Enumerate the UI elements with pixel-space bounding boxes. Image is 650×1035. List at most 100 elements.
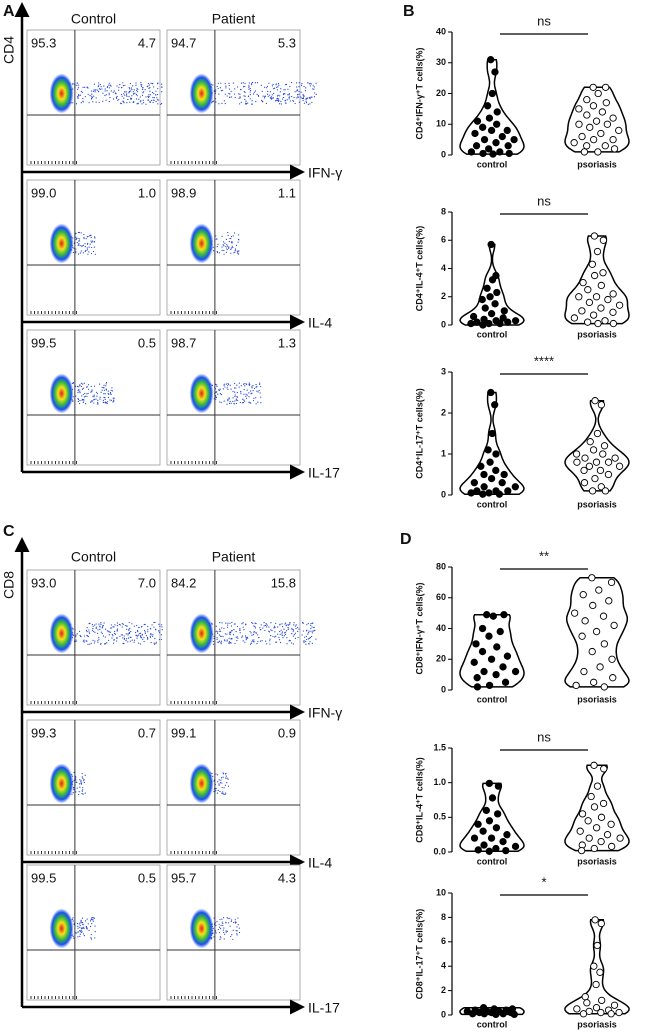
event-dot [229,633,231,635]
event-dot [253,625,255,627]
event-dot [252,93,255,95]
event-dot [246,637,249,639]
x-tick-label: psoriasis [577,329,617,339]
event-dot [160,634,163,636]
event-dot [72,102,74,104]
data-point [485,489,493,497]
data-point [470,834,479,842]
event-dot [302,94,304,96]
event-dot [259,627,261,629]
event-dot [95,627,97,629]
event-dot [262,95,264,97]
event-dot [154,621,156,624]
event-dot [303,95,305,97]
event-dot [143,640,145,643]
event-dot [251,103,253,105]
event-dot [138,626,140,629]
event-dot [144,631,146,633]
quadrant-value: 5.3 [278,35,296,50]
event-dot [229,642,232,644]
event-dot [133,625,135,627]
event-dot [235,921,237,923]
event-dot [77,237,79,239]
data-point [599,450,607,458]
event-dot [137,634,140,636]
event-dot [142,99,144,101]
event-dot [307,633,309,635]
event-dot [86,386,88,388]
event-dot [87,87,89,89]
event-dot [80,90,83,92]
event-dot [286,637,288,639]
event-dot [132,91,134,93]
event-dot [76,787,78,789]
event-dot [298,86,300,88]
event-dot [225,792,227,794]
event-dot [91,389,93,391]
data-point [499,837,507,846]
data-point [487,388,495,397]
data-point [590,803,599,811]
event-dot [72,920,74,922]
event-dot [292,643,295,645]
event-dot [251,641,253,643]
event-dot [89,643,91,645]
event-dot [228,922,230,924]
event-dot [224,933,226,935]
event-dot [137,88,139,91]
data-point [591,916,599,924]
data-point [485,114,494,122]
event-dot [293,624,295,626]
event-dot [230,247,232,249]
event-dot [90,642,92,644]
event-dot [217,243,219,245]
event-dot [120,93,123,96]
data-point [578,132,586,141]
event-dot [216,920,218,923]
event-dot [279,633,281,635]
data-point [607,820,615,828]
event-dot [306,624,308,626]
x-tick-label: control [477,499,508,509]
event-dot [136,95,138,97]
event-dot [279,95,281,97]
event-dot [82,789,84,791]
event-dot [256,390,258,392]
event-dot [229,237,231,240]
event-dot [229,93,231,95]
data-point [599,236,608,244]
event-dot [248,382,250,384]
y-tick-label: 0.0 [433,846,446,856]
event-dot [223,787,225,789]
data-point [500,307,508,315]
event-dot [283,93,285,95]
event-dot [126,95,128,97]
event-dot [288,93,290,95]
y-tick-label: 8 [441,206,446,216]
event-dot [276,95,279,97]
event-dot [259,392,261,394]
event-dot [90,236,92,238]
event-dot [222,776,224,778]
event-dot [95,101,97,103]
event-dot [84,243,86,245]
event-dot [101,389,103,391]
event-dot [158,638,161,641]
event-dot [244,385,246,387]
event-dot [245,636,247,639]
x-tick-label: control [477,1019,508,1029]
event-dot [253,387,256,390]
event-dot [240,393,242,395]
event-dot [108,94,110,96]
event-dot [147,638,149,640]
event-dot [134,92,136,94]
event-dot [85,238,87,240]
event-dot [252,389,254,392]
event-dot [79,931,81,933]
event-dot [225,930,227,932]
event-dot [260,629,262,631]
event-dot [232,397,234,399]
data-point [601,317,609,325]
event-dot [112,98,115,100]
event-dot [81,91,83,94]
